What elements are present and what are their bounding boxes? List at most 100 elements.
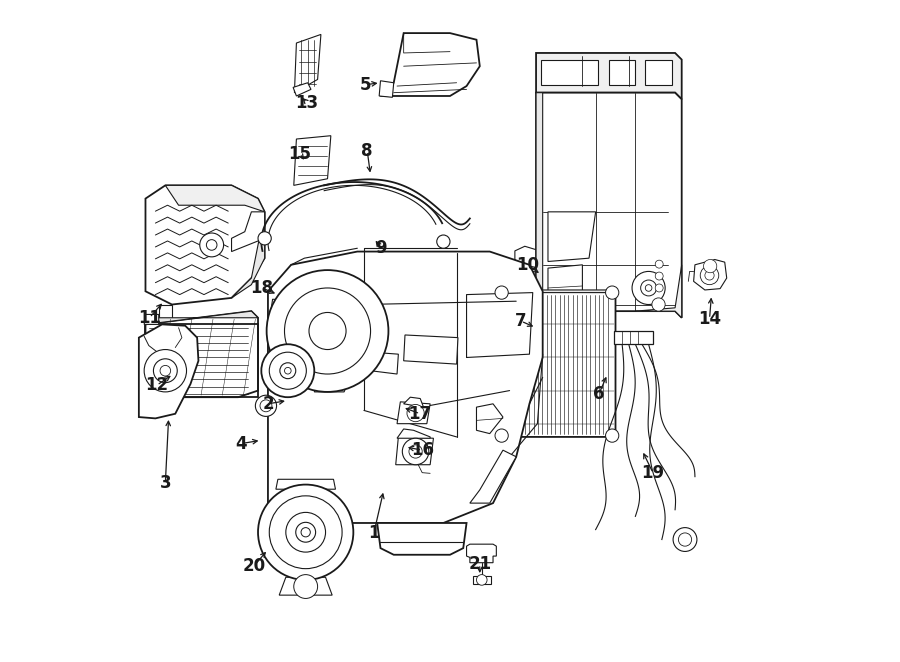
Circle shape [606,286,619,299]
Polygon shape [536,53,681,99]
Circle shape [632,271,665,305]
Text: 17: 17 [409,404,432,423]
Circle shape [436,235,450,248]
Text: 20: 20 [242,557,266,575]
Bar [614,331,652,344]
Polygon shape [635,265,681,318]
Circle shape [153,359,177,383]
Polygon shape [379,81,393,97]
Text: 15: 15 [288,144,311,163]
Circle shape [144,350,186,392]
Bar [472,576,491,584]
Bar [146,324,258,397]
Circle shape [679,533,691,546]
Text: 13: 13 [295,93,319,112]
Text: 6: 6 [593,385,605,403]
Text: 1: 1 [368,524,380,542]
Circle shape [200,233,223,257]
Circle shape [258,232,271,245]
Polygon shape [268,252,543,523]
Circle shape [284,367,291,374]
Text: 16: 16 [410,441,434,459]
Polygon shape [536,93,543,311]
Circle shape [293,575,318,598]
Bar [542,60,598,85]
Polygon shape [548,212,596,261]
Polygon shape [377,523,466,555]
Polygon shape [515,273,546,296]
Circle shape [655,260,663,268]
Text: 10: 10 [516,256,539,274]
Text: 18: 18 [250,279,274,297]
Circle shape [260,400,272,412]
Polygon shape [397,429,430,438]
Circle shape [645,285,652,291]
Circle shape [655,284,663,292]
Polygon shape [397,402,430,424]
Polygon shape [314,383,347,392]
Text: 5: 5 [359,75,371,94]
Text: 4: 4 [236,434,248,453]
Circle shape [269,352,306,389]
Circle shape [409,445,422,458]
Circle shape [261,344,314,397]
Circle shape [206,240,217,250]
Polygon shape [276,479,336,489]
Text: 3: 3 [159,474,171,493]
Polygon shape [404,397,424,407]
Polygon shape [146,311,258,397]
Polygon shape [279,577,332,595]
Polygon shape [158,305,172,324]
Text: 21: 21 [468,555,491,573]
Polygon shape [294,34,321,93]
Text: 9: 9 [375,239,387,258]
Polygon shape [371,352,399,374]
Polygon shape [476,404,503,434]
Polygon shape [404,335,458,364]
Polygon shape [396,437,434,465]
Polygon shape [470,450,517,503]
Bar [261,401,271,410]
Text: 14: 14 [698,310,721,328]
Circle shape [495,429,508,442]
Circle shape [284,288,371,374]
Text: 12: 12 [145,376,168,395]
Bar [645,60,671,85]
Text: 2: 2 [262,395,274,413]
Circle shape [704,260,716,273]
Circle shape [258,485,354,580]
Text: 8: 8 [362,142,373,160]
Polygon shape [498,290,616,294]
Circle shape [407,404,424,422]
Polygon shape [498,291,616,437]
Text: 11: 11 [138,308,161,327]
Circle shape [309,312,346,350]
Polygon shape [536,93,681,318]
Polygon shape [694,260,726,290]
Polygon shape [293,83,311,96]
Text: 7: 7 [515,312,526,330]
Polygon shape [231,212,265,298]
Polygon shape [231,212,265,252]
Polygon shape [146,185,265,305]
Circle shape [296,522,316,542]
Bar [609,60,635,85]
Circle shape [495,286,508,299]
Circle shape [705,271,714,280]
Circle shape [606,429,619,442]
Circle shape [700,266,719,285]
Circle shape [476,575,487,585]
Polygon shape [139,324,198,418]
Circle shape [266,270,389,392]
Circle shape [652,298,665,311]
Circle shape [641,280,656,296]
Polygon shape [466,544,496,563]
Polygon shape [381,33,480,96]
Circle shape [286,512,326,552]
Circle shape [256,395,276,416]
Polygon shape [166,185,265,212]
Polygon shape [270,299,299,318]
Circle shape [301,528,310,537]
Polygon shape [144,314,158,324]
Circle shape [673,528,697,551]
